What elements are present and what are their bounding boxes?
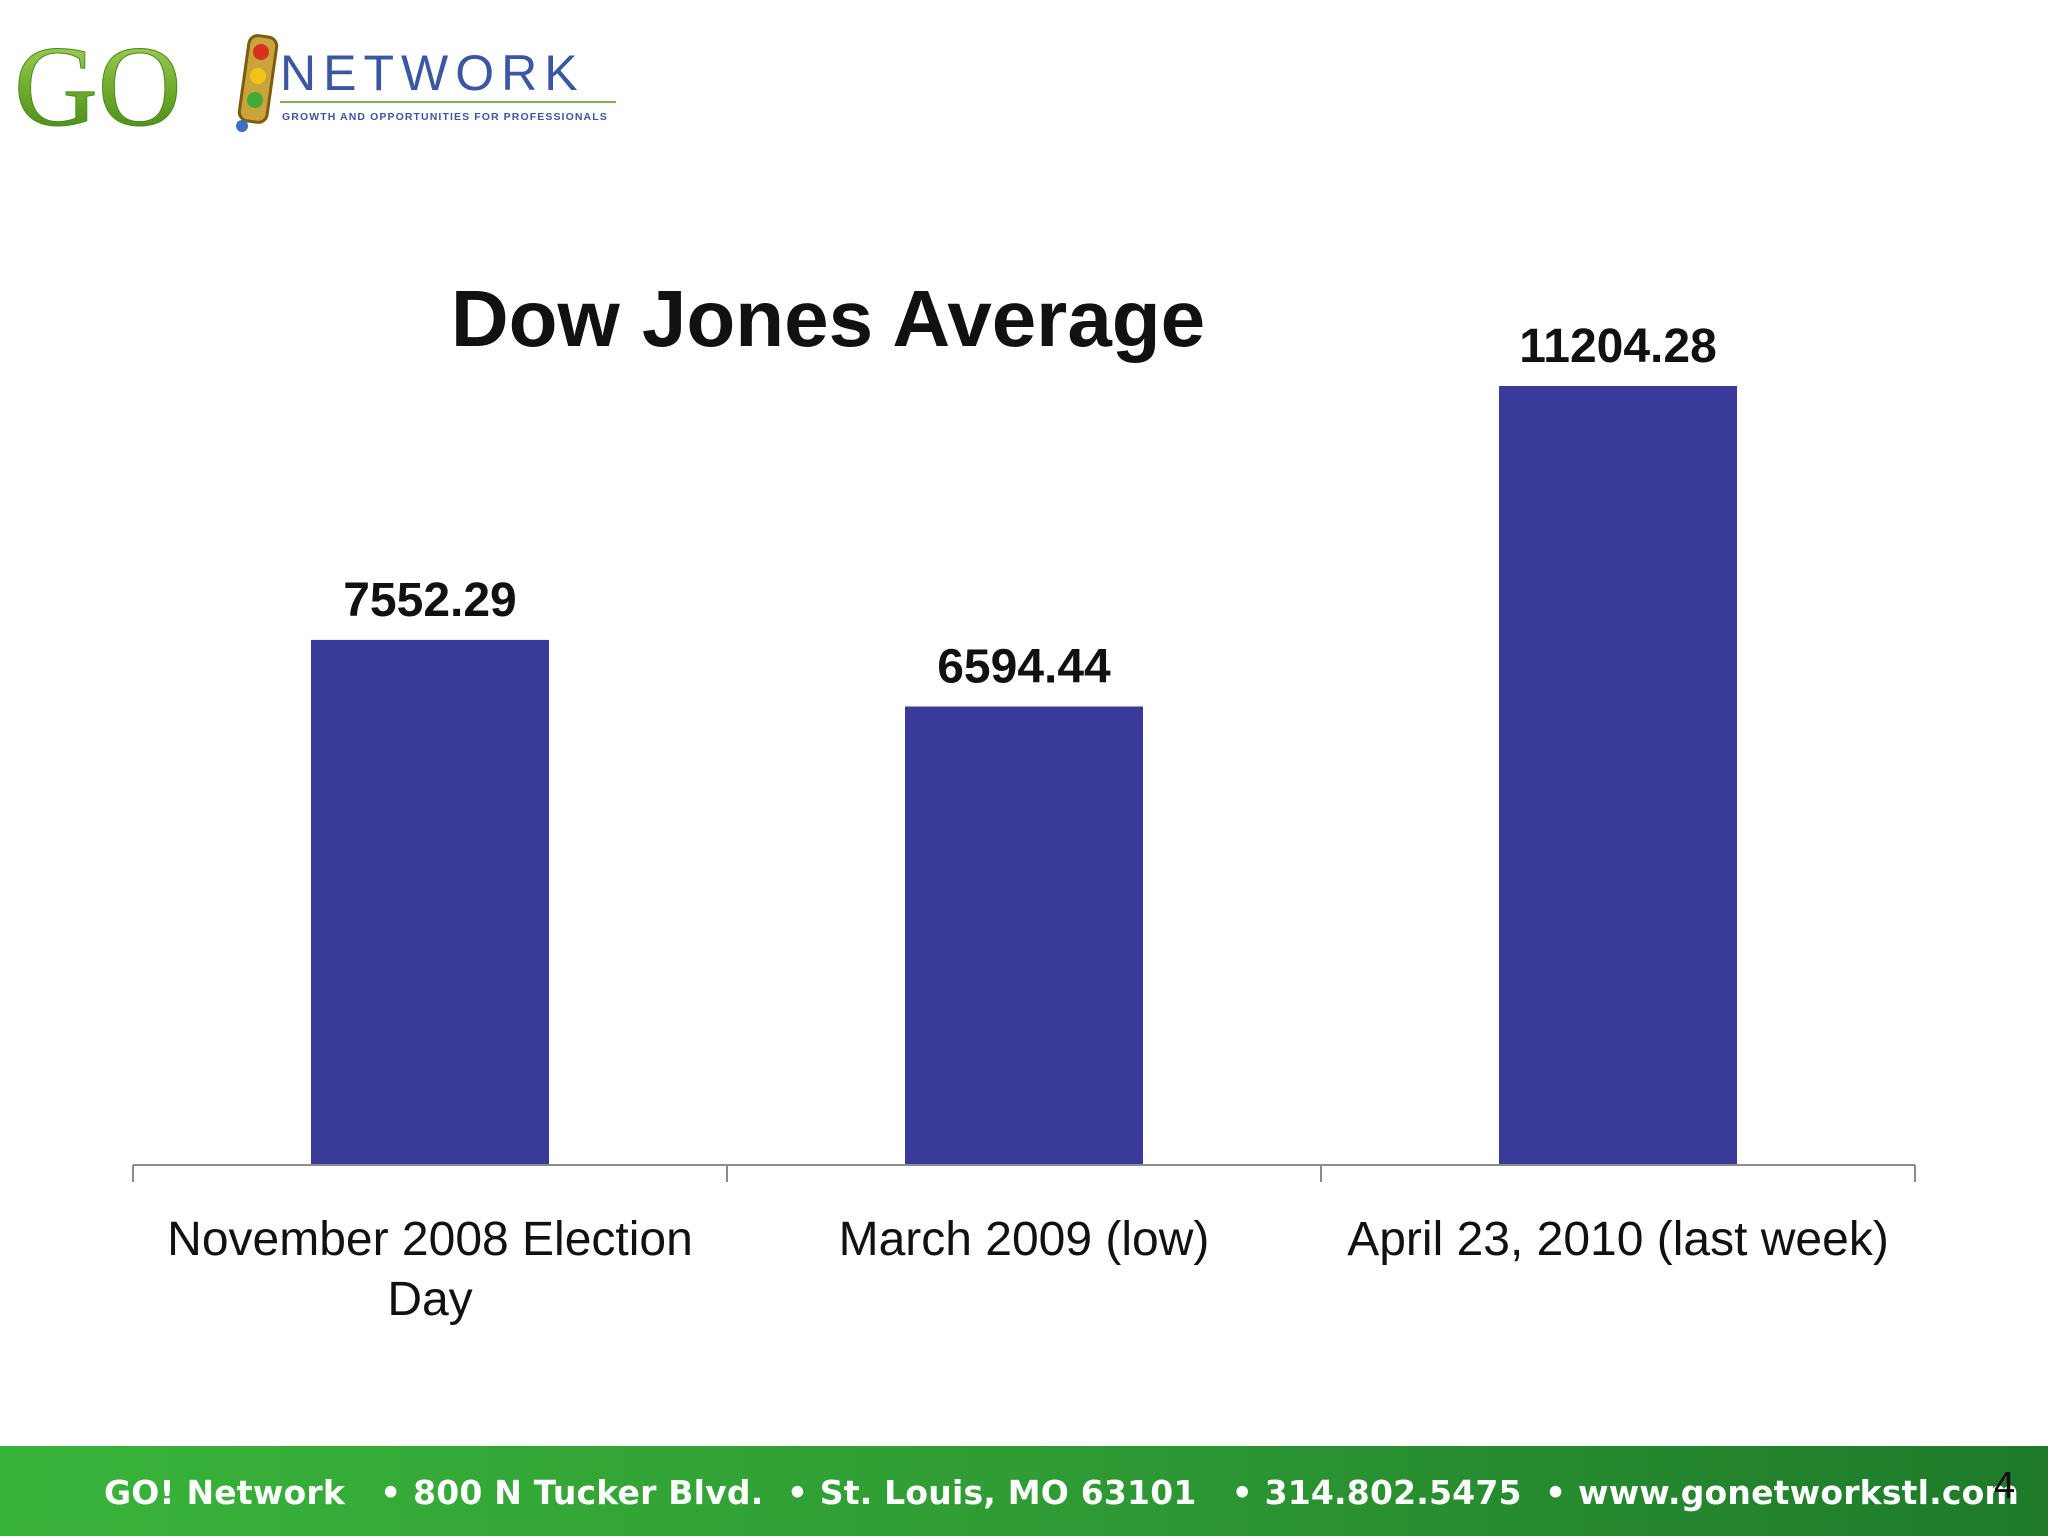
logo-tagline-text: GROWTH AND OPPORTUNITIES FOR PROFESSIONA…	[282, 111, 608, 123]
footer-contact-text: GO! Network • 800 N Tucker Blvd. • St. L…	[104, 1473, 2020, 1512]
bar-1	[311, 639, 549, 1165]
logo-dot-icon	[236, 120, 248, 132]
chart-title: Dow Jones Average	[451, 274, 1205, 363]
category-label: April 23, 2010 (last week)	[1347, 1213, 1889, 1266]
go-network-logo: GO NETWORK GROWTH AND OPPORTUNITIES FOR …	[14, 23, 616, 140]
category-label: November 2008 Election Day	[167, 1213, 693, 1326]
page-number: 4	[1993, 1466, 2016, 1507]
bar-value-label: 6594.44	[937, 641, 1111, 694]
logo-network-text: NETWORK	[280, 45, 585, 101]
category-label-line: Day	[387, 1273, 472, 1326]
x-axis	[132, 1164, 1916, 1182]
bar-3	[1499, 386, 1737, 1165]
bar-2	[905, 706, 1143, 1165]
category-label: March 2009 (low)	[839, 1213, 1210, 1266]
traffic-light-icon	[237, 34, 279, 124]
category-label-line: November 2008 Election	[167, 1213, 693, 1266]
bars-layer: 7552.29 6594.44 11204.28	[311, 320, 1737, 1165]
bar-chart: Dow Jones Average 7552.29 6594.44 11204.28…	[132, 274, 1916, 1326]
category-labels: November 2008 Election Day March 2009 (low…	[167, 1213, 1889, 1326]
category-label-line: March 2009 (low)	[839, 1213, 1210, 1266]
logo-go-text: GO	[14, 23, 182, 140]
bar-value-label: 7552.29	[343, 574, 517, 627]
footer-bar: GO! Network • 800 N Tucker Blvd. • St. L…	[0, 1446, 2048, 1536]
category-label-line: April 23, 2010 (last week)	[1347, 1213, 1889, 1266]
bar-value-label: 11204.28	[1519, 320, 1717, 373]
